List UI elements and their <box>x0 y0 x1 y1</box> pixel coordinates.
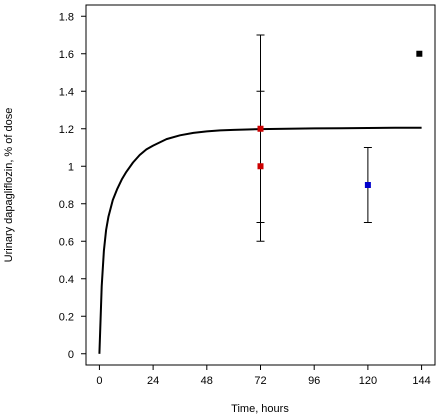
model-curve <box>98 126 422 354</box>
data-point <box>257 125 264 132</box>
model-curve-layer <box>98 126 422 354</box>
errorbar-layer <box>256 34 372 242</box>
y-tick-label: 1.4 <box>59 86 74 98</box>
data-point <box>257 163 264 170</box>
data-point-layer <box>257 50 423 188</box>
y-tick-label: 0.4 <box>59 274 74 286</box>
x-tick-label: 0 <box>96 375 102 387</box>
x-axis: 0 24 48 72 96 120 144 <box>96 365 431 387</box>
y-tick-label: 0.2 <box>59 311 74 323</box>
y-axis-label: Urinary dapagliflozin, % of dose <box>3 108 15 263</box>
data-point <box>416 50 423 57</box>
x-tick-label: 48 <box>201 375 213 387</box>
x-tick-label: 120 <box>359 375 377 387</box>
y-tick-label: 1.8 <box>59 11 74 23</box>
y-tick-label: 1 <box>68 161 74 173</box>
x-tick-label: 96 <box>308 375 320 387</box>
y-tick-label: 0.6 <box>59 236 74 248</box>
x-tick-label: 24 <box>147 375 159 387</box>
data-point <box>364 182 371 188</box>
y-tick-label: 0 <box>68 349 74 361</box>
x-tick-label: 144 <box>412 375 430 387</box>
y-tick-label: 1.2 <box>59 124 74 136</box>
x-tick-label: 72 <box>254 375 266 387</box>
y-tick-label: 1.6 <box>59 49 74 61</box>
y-axis: 0 0.2 0.4 0.6 0.8 1 1.2 1.4 1.6 1.8 <box>59 11 86 361</box>
x-axis-label: Time, hours <box>231 403 289 415</box>
y-tick-label: 0.8 <box>59 199 74 211</box>
